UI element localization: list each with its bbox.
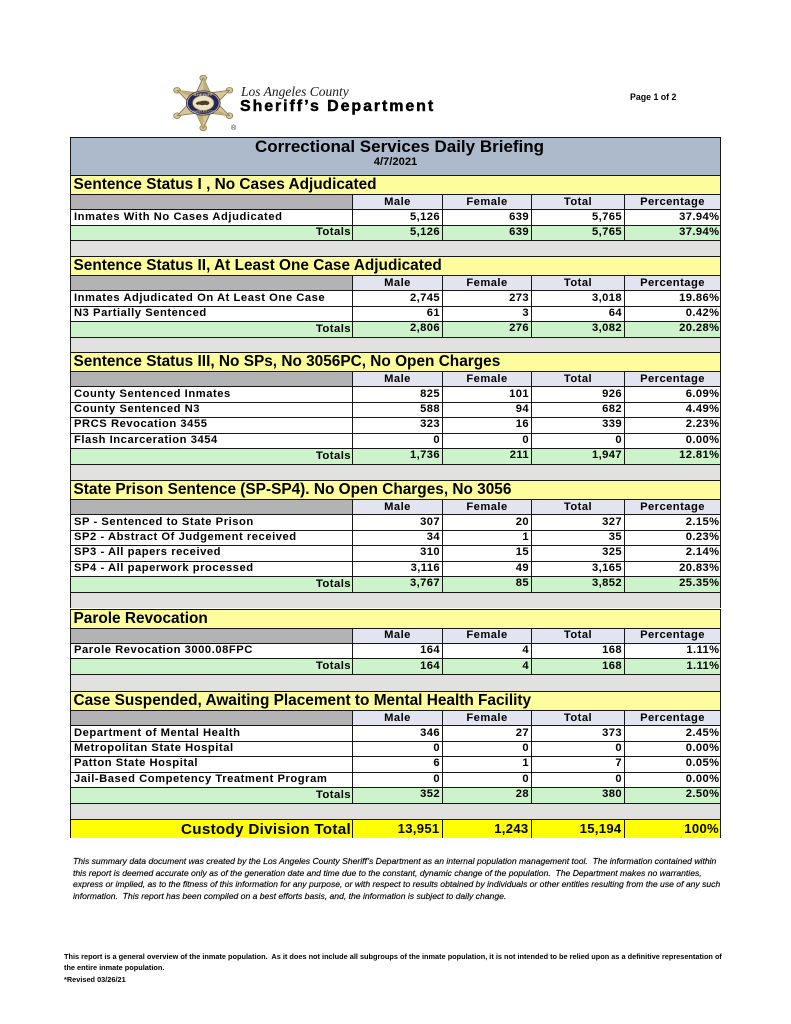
- svg-text:SHERIFF: SHERIFF: [193, 93, 213, 98]
- svg-text:LOS ANGELES COUNTY: LOS ANGELES COUNTY: [185, 110, 222, 114]
